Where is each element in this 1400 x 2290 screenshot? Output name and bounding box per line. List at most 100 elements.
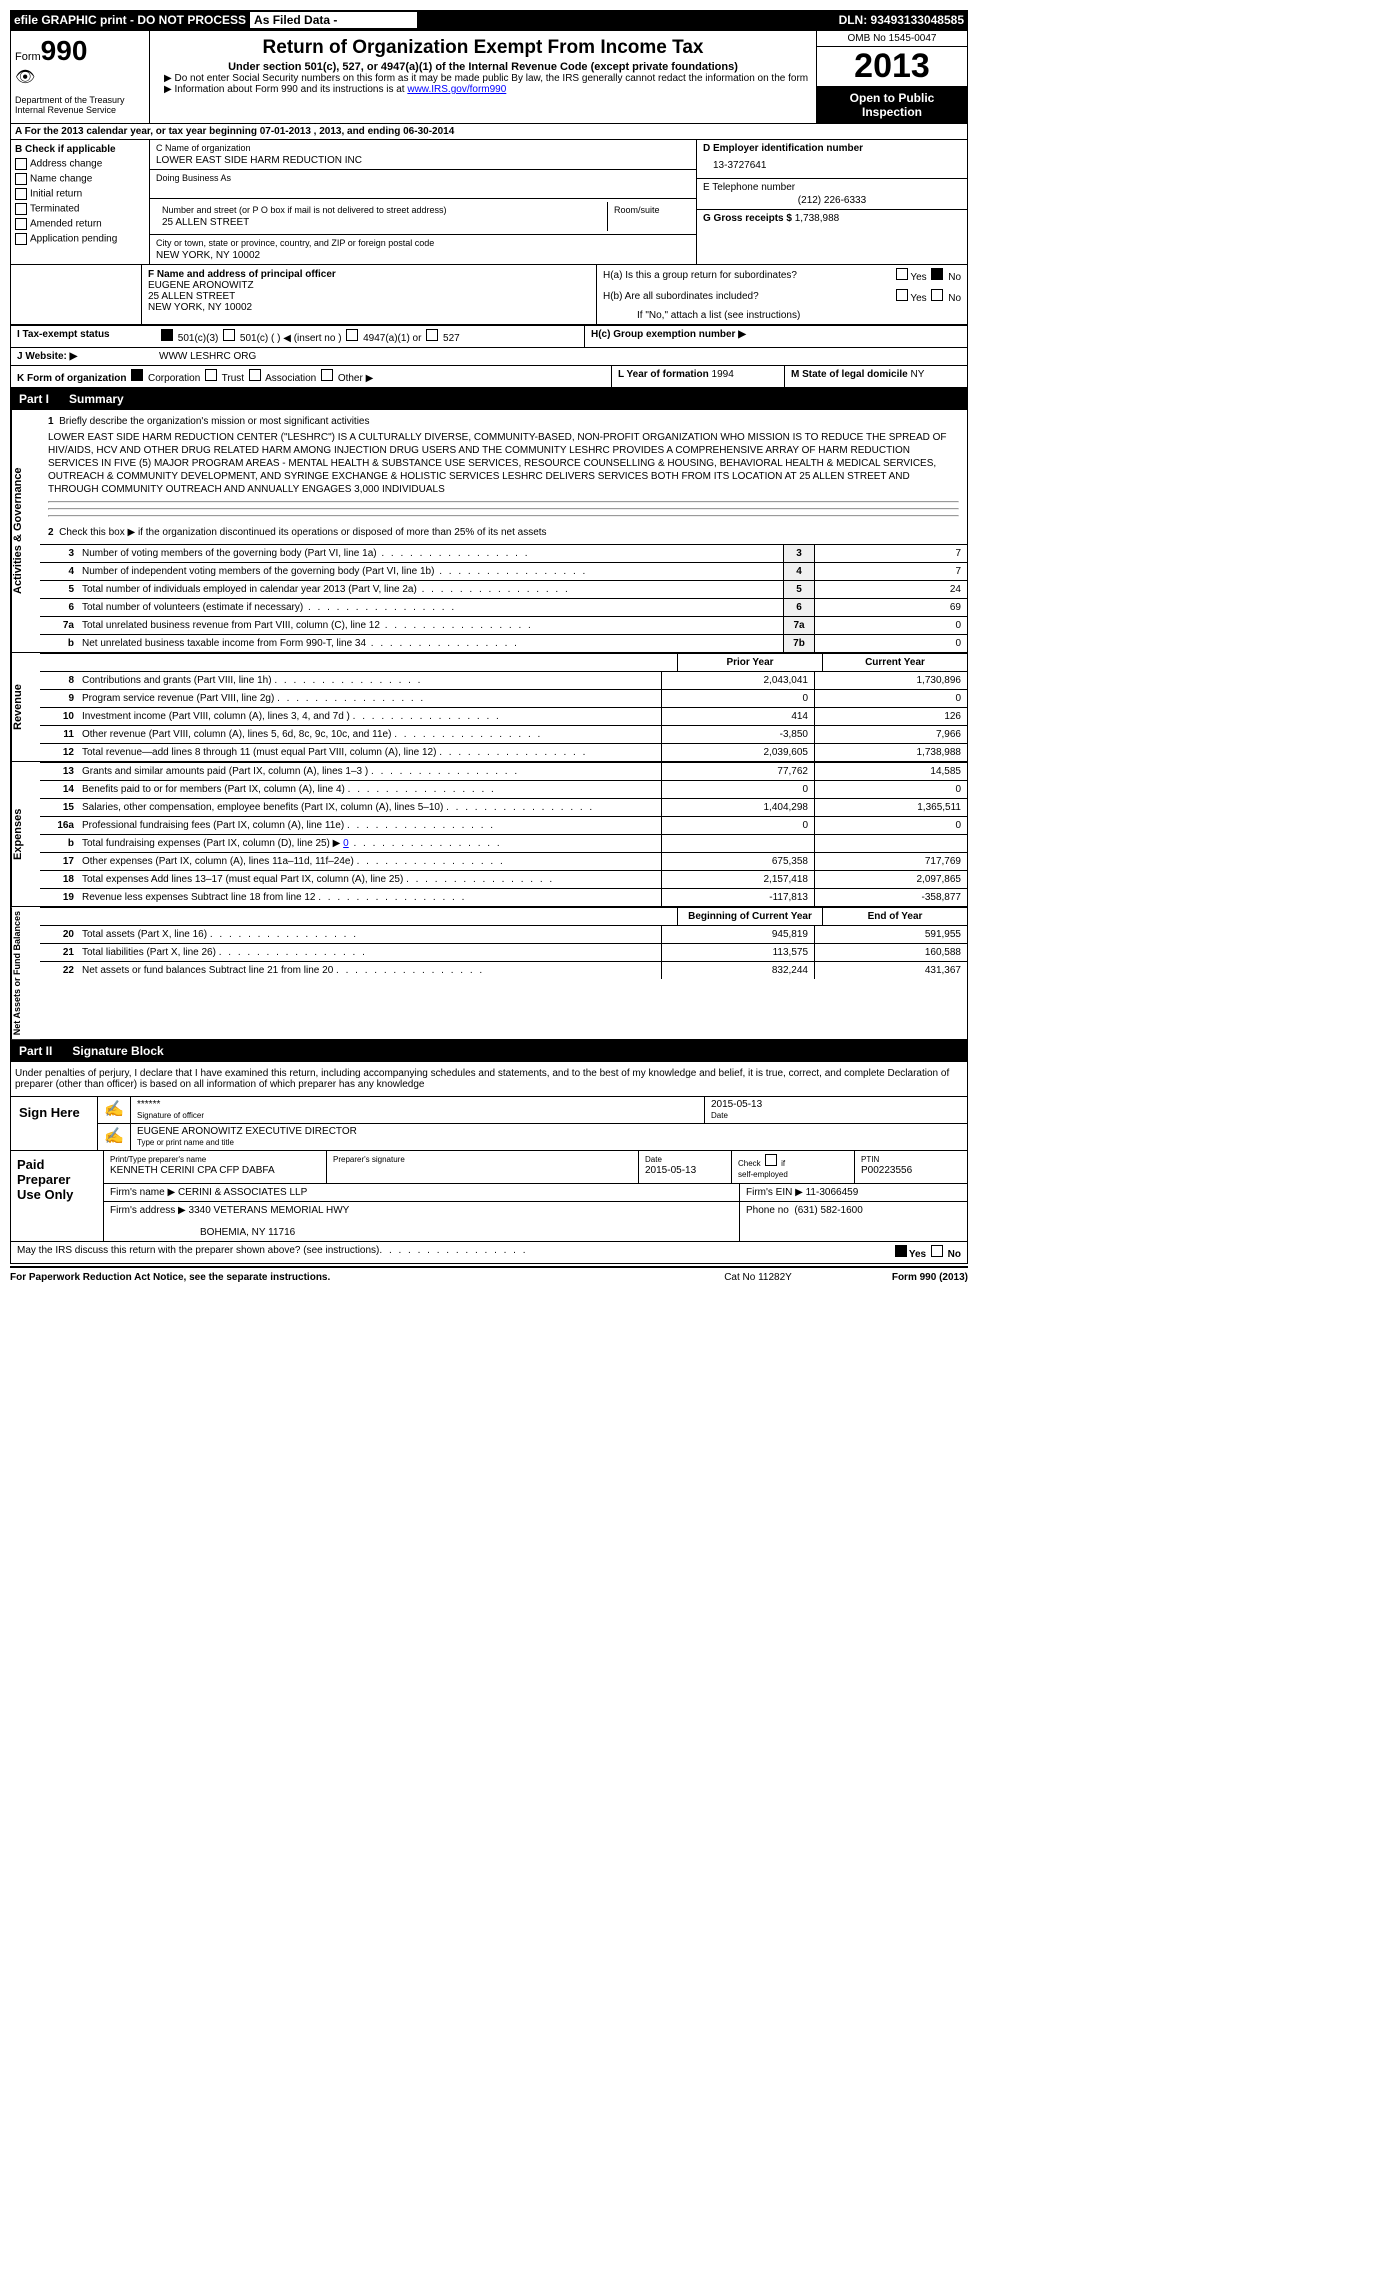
line-text: Total unrelated business revenue from Pa… <box>78 617 783 634</box>
line-num: 5 <box>40 581 78 598</box>
line-num: 20 <box>40 926 78 943</box>
firm-ein: 11-3066459 <box>806 1187 859 1198</box>
website-label: J Website: ▶ <box>11 348 153 365</box>
line-text: Program service revenue (Part VIII, line… <box>78 690 661 707</box>
form-right-block: OMB No 1545-0047 2013 Open to Public Ins… <box>816 31 967 123</box>
checkbox-icon[interactable] <box>346 329 358 341</box>
tax-year: 2013 <box>817 47 967 87</box>
line-num: 6 <box>40 599 78 616</box>
street-label: Number and street (or P O box if mail is… <box>162 205 601 215</box>
part1-body: Activities & Governance 1 Briefly descri… <box>10 410 968 653</box>
checkbox-icon[interactable] <box>321 369 333 381</box>
checkbox-checked-icon[interactable] <box>161 329 173 341</box>
line-item: 19 Revenue less expenses Subtract line 1… <box>40 888 967 906</box>
line-item: 11 Other revenue (Part VIII, column (A),… <box>40 725 967 743</box>
prior-year-val: 414 <box>661 708 814 725</box>
section-c: C Name of organizationLOWER EAST SIDE HA… <box>150 140 696 264</box>
prior-year-val: -3,850 <box>661 726 814 743</box>
part2-header: Part II Signature Block <box>10 1040 968 1062</box>
form-title: Return of Organization Exempt From Incom… <box>154 37 812 59</box>
part1-name: Summary <box>69 392 124 406</box>
line-item: 21 Total liabilities (Part X, line 26) 1… <box>40 943 967 961</box>
phone-val: (212) 226-6333 <box>703 195 961 206</box>
line-item: 12 Total revenue—add lines 8 through 11 … <box>40 743 967 761</box>
checkbox-icon[interactable] <box>15 173 27 185</box>
line-num: 14 <box>40 781 78 798</box>
checkbox-icon[interactable] <box>15 203 27 215</box>
line-box: 5 <box>783 581 814 598</box>
part1-num: Part I <box>19 392 49 406</box>
state-label: M State of legal domicile <box>791 369 908 380</box>
checkbox-icon[interactable] <box>15 218 27 230</box>
dept-text: Department of the Treasury Internal Reve… <box>15 95 145 115</box>
section-f: F Name and address of principal officer … <box>142 265 596 324</box>
city-val: NEW YORK, NY 10002 <box>156 250 690 261</box>
checkbox-icon[interactable] <box>931 1245 943 1257</box>
chk-address: Address change <box>30 159 102 170</box>
current-year-val: 126 <box>814 708 967 725</box>
prior-year-val: 1,404,298 <box>661 799 814 816</box>
city-label: City or town, state or province, country… <box>156 238 690 248</box>
sections-bcdefg: B Check if applicable Address change Nam… <box>10 140 968 265</box>
section-h: H(a) Is this a group return for subordin… <box>596 265 967 324</box>
checkbox-icon[interactable] <box>205 369 217 381</box>
sign-here-block: Sign Here ✍ ******Signature of officer 2… <box>10 1097 968 1151</box>
firm-city: BOHEMIA, NY 11716 <box>200 1227 295 1238</box>
checkbox-icon[interactable] <box>765 1154 777 1166</box>
line-val: 7 <box>814 563 967 580</box>
prep-sig-label: Preparer's signature <box>333 1155 405 1164</box>
dln: DLN: 93493133048585 <box>839 13 964 27</box>
section-b: B Check if applicable Address change Nam… <box>11 140 150 264</box>
prior-year-val <box>661 835 814 852</box>
line-val: 0 <box>814 617 967 634</box>
mission-text: LOWER EAST SIDE HARM REDUCTION CENTER ("… <box>48 431 959 496</box>
line-text: Number of voting members of the governin… <box>78 545 783 562</box>
netassets-section: Net Assets or Fund Balances Beginning of… <box>10 907 968 1040</box>
sig-date: 2015-05-13 <box>711 1099 762 1110</box>
line-item: 5 Total number of individuals employed i… <box>40 580 967 598</box>
revenue-section: Revenue Prior YearCurrent Year 8 Contrib… <box>10 653 968 762</box>
line-num: 4 <box>40 563 78 580</box>
checkbox-icon[interactable] <box>15 188 27 200</box>
checkbox-icon[interactable] <box>896 289 908 301</box>
line-item: 8 Contributions and grants (Part VIII, l… <box>40 671 967 689</box>
form990-link[interactable]: www.IRS.gov/form990 <box>407 84 506 95</box>
perjury-text: Under penalties of perjury, I declare th… <box>10 1062 968 1097</box>
line-text: Other expenses (Part IX, column (A), lin… <box>78 853 661 870</box>
checkbox-icon[interactable] <box>896 268 908 280</box>
checkbox-icon[interactable] <box>15 158 27 170</box>
line-item: 20 Total assets (Part X, line 16) 945,81… <box>40 925 967 943</box>
section-i: I Tax-exempt status 501(c)(3) 501(c) ( )… <box>10 325 968 348</box>
checkbox-checked-icon[interactable] <box>895 1245 907 1257</box>
line-text: Grants and similar amounts paid (Part IX… <box>78 763 661 780</box>
paid-preparer-block: Paid Preparer Use Only Print/Type prepar… <box>10 1151 968 1242</box>
line-text: Total number of volunteers (estimate if … <box>78 599 783 616</box>
line-num: 9 <box>40 690 78 707</box>
checkbox-checked-icon[interactable] <box>131 369 143 381</box>
checkbox-icon[interactable] <box>223 329 235 341</box>
line-item: 15 Salaries, other compensation, employe… <box>40 798 967 816</box>
checkbox-icon[interactable] <box>249 369 261 381</box>
checkbox-checked-icon[interactable] <box>931 268 943 280</box>
line-num: 22 <box>40 962 78 979</box>
form-number: 990 <box>41 35 88 66</box>
footer-mid: Cat No 11282Y <box>724 1272 792 1283</box>
line-item: 17 Other expenses (Part IX, column (A), … <box>40 852 967 870</box>
officer-name: EUGENE ARONOWITZ <box>148 280 254 291</box>
prior-year-val: 113,575 <box>661 944 814 961</box>
form-header: Form990 👁 Department of the Treasury Int… <box>10 30 968 124</box>
checkbox-icon[interactable] <box>931 289 943 301</box>
line-num: 7a <box>40 617 78 634</box>
checkbox-icon[interactable] <box>426 329 438 341</box>
side-netassets: Net Assets or Fund Balances <box>11 907 40 1039</box>
prior-year-val: 77,762 <box>661 763 814 780</box>
line-box: 7b <box>783 635 814 652</box>
section-a: A For the 2013 calendar year, or tax yea… <box>10 124 968 140</box>
checkbox-icon[interactable] <box>15 233 27 245</box>
year-form-label: L Year of formation <box>618 369 709 380</box>
line-item: 18 Total expenses Add lines 13–17 (must … <box>40 870 967 888</box>
line-text: Total revenue—add lines 8 through 11 (mu… <box>78 744 661 761</box>
paid-prep-label: Paid Preparer Use Only <box>11 1151 103 1241</box>
line-num: 11 <box>40 726 78 743</box>
q1-text: Briefly describe the organization's miss… <box>59 416 369 427</box>
